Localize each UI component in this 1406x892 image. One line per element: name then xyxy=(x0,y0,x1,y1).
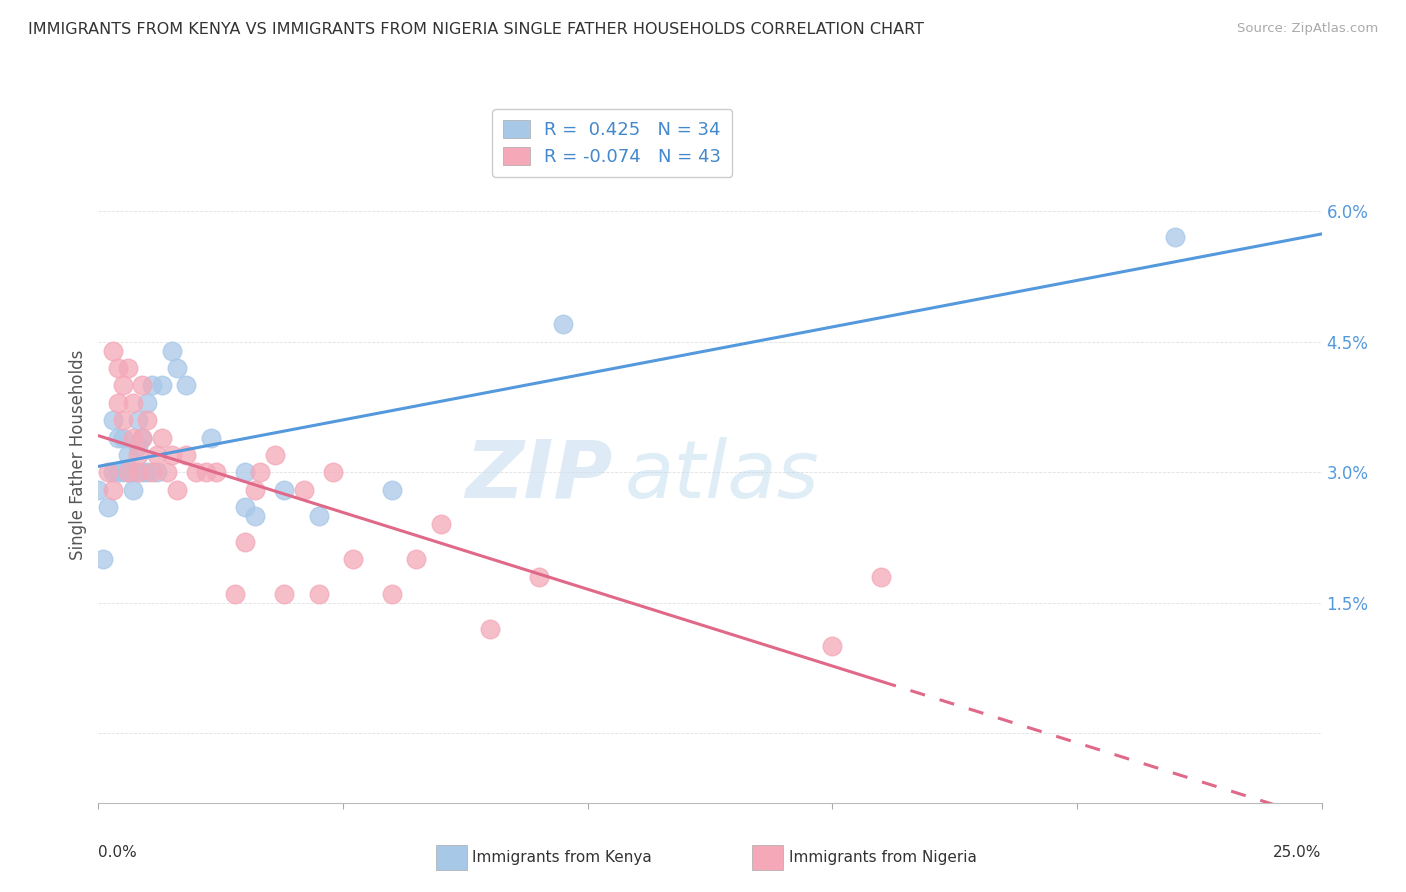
Point xyxy=(121,395,143,409)
Point xyxy=(273,587,295,601)
Point xyxy=(131,378,153,392)
Point xyxy=(263,448,285,462)
Point xyxy=(111,413,134,427)
Point xyxy=(121,483,143,497)
Point xyxy=(111,466,134,480)
Point xyxy=(111,378,134,392)
Point xyxy=(233,500,256,514)
Point xyxy=(166,483,188,497)
Point xyxy=(127,466,149,480)
Text: atlas: atlas xyxy=(624,437,820,515)
Point xyxy=(381,483,404,497)
Text: Immigrants from Nigeria: Immigrants from Nigeria xyxy=(789,850,977,864)
Point xyxy=(131,430,153,444)
Point xyxy=(146,448,169,462)
Point xyxy=(1164,230,1187,244)
Point xyxy=(141,378,163,392)
Point xyxy=(200,430,222,444)
Point xyxy=(101,343,124,358)
Point xyxy=(205,466,228,480)
Point xyxy=(150,378,173,392)
Point xyxy=(342,552,364,566)
Point xyxy=(87,483,110,497)
Point xyxy=(160,448,183,462)
Point xyxy=(553,318,575,332)
Point xyxy=(117,360,139,375)
Point xyxy=(527,570,550,584)
Text: 25.0%: 25.0% xyxy=(1274,845,1322,860)
Point xyxy=(405,552,427,566)
Point xyxy=(292,483,315,497)
Point xyxy=(146,466,169,480)
Point xyxy=(91,552,114,566)
Point xyxy=(117,466,139,480)
Point xyxy=(136,395,159,409)
Text: IMMIGRANTS FROM KENYA VS IMMIGRANTS FROM NIGERIA SINGLE FATHER HOUSEHOLDS CORREL: IMMIGRANTS FROM KENYA VS IMMIGRANTS FROM… xyxy=(28,22,924,37)
Point xyxy=(224,587,246,601)
Point xyxy=(156,466,179,480)
Point xyxy=(101,413,124,427)
Point xyxy=(107,430,129,444)
Point xyxy=(101,483,124,497)
Point xyxy=(821,639,844,653)
Point xyxy=(97,466,120,480)
Text: Source: ZipAtlas.com: Source: ZipAtlas.com xyxy=(1237,22,1378,36)
Point xyxy=(195,466,218,480)
Point xyxy=(97,500,120,514)
Text: ZIP: ZIP xyxy=(465,437,612,515)
Point xyxy=(233,466,256,480)
Point xyxy=(381,587,404,601)
Point xyxy=(127,413,149,427)
Point xyxy=(308,587,330,601)
Point xyxy=(322,466,344,480)
Point xyxy=(111,430,134,444)
Point xyxy=(107,395,129,409)
Point xyxy=(131,430,153,444)
Point xyxy=(478,622,501,636)
Point xyxy=(160,343,183,358)
Point xyxy=(249,466,271,480)
Point xyxy=(107,466,129,480)
Point xyxy=(127,439,149,453)
Y-axis label: Single Father Households: Single Father Households xyxy=(69,350,87,560)
Point xyxy=(117,448,139,462)
Point xyxy=(150,430,173,444)
Point xyxy=(127,448,149,462)
Point xyxy=(176,448,198,462)
Point xyxy=(101,466,124,480)
Point xyxy=(141,466,163,480)
Point xyxy=(430,517,453,532)
Point xyxy=(136,413,159,427)
Point xyxy=(870,570,893,584)
Point xyxy=(121,430,143,444)
Point xyxy=(166,360,188,375)
Point xyxy=(233,534,256,549)
Point xyxy=(117,466,139,480)
Point xyxy=(243,508,266,523)
Point xyxy=(186,466,208,480)
Text: Immigrants from Kenya: Immigrants from Kenya xyxy=(472,850,652,864)
Point xyxy=(136,466,159,480)
Point xyxy=(243,483,266,497)
Point xyxy=(308,508,330,523)
Point xyxy=(131,466,153,480)
Text: 0.0%: 0.0% xyxy=(98,845,138,860)
Legend: R =  0.425   N = 34, R = -0.074   N = 43: R = 0.425 N = 34, R = -0.074 N = 43 xyxy=(492,109,733,177)
Point xyxy=(273,483,295,497)
Point xyxy=(121,466,143,480)
Point xyxy=(107,360,129,375)
Point xyxy=(176,378,198,392)
